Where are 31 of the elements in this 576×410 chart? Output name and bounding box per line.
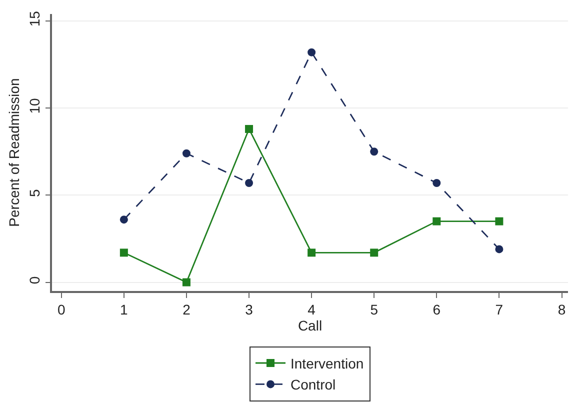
- point: [182, 278, 190, 286]
- y-tick-label: 15: [26, 10, 43, 27]
- point: [370, 248, 378, 257]
- x-tick-label: 5: [370, 302, 378, 318]
- x-tick-label: 0: [57, 302, 66, 318]
- point: [495, 245, 504, 254]
- point: [495, 217, 504, 226]
- x-tick-label: 7: [495, 302, 504, 318]
- y-axis-title: Percent of Readmission: [6, 78, 22, 227]
- point: [245, 124, 254, 133]
- y-tick-label: 10: [26, 98, 43, 114]
- point: [308, 48, 316, 56]
- point: [308, 248, 316, 257]
- y-tick-label: 0: [26, 276, 43, 284]
- point: [245, 178, 254, 187]
- point: [370, 148, 378, 156]
- legend-label: Control: [290, 376, 336, 393]
- point: [120, 216, 128, 224]
- x-tick-label: 1: [120, 302, 128, 318]
- x-tick-label: 3: [245, 302, 254, 318]
- x-tick-label: 4: [308, 302, 316, 318]
- x-axis-title: Call: [298, 318, 322, 334]
- legend-label: Intervention: [290, 355, 364, 372]
- point: [182, 149, 190, 158]
- x-tick-label: 2: [182, 302, 191, 318]
- point: [432, 217, 441, 226]
- x-tick-label: 8: [558, 302, 566, 318]
- x-tick-label: 6: [432, 302, 441, 318]
- y-tick-label: 5: [26, 188, 43, 197]
- point: [432, 178, 441, 187]
- point: [120, 248, 128, 257]
